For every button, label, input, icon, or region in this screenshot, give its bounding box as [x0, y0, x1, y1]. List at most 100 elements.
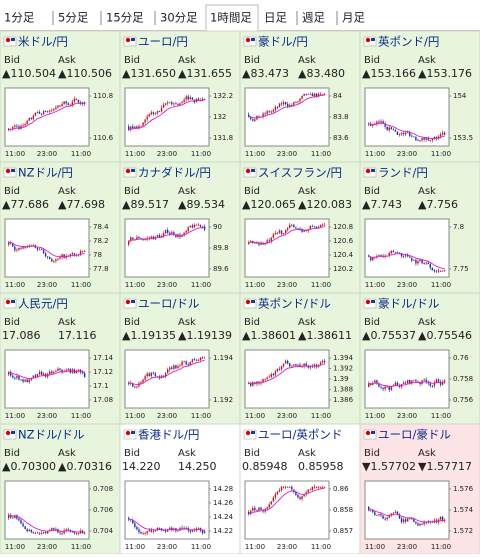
- rate-tile[interactable]: 人民元/円 Bid Ask 17.086 17.116 17.14 17.12 17.1 17.…: [0, 292, 121, 425]
- bid-label: Bid: [244, 186, 260, 197]
- candle: [386, 386, 388, 388]
- y-tick-label: 1.576: [453, 485, 474, 493]
- rate-tile[interactable]: 香港ドル/円 Bid Ask 14.220 14.250 14.28 14.26 14.24 1…: [119, 423, 241, 555]
- candle: [368, 383, 370, 387]
- pair-name[interactable]: 英ポンド/円: [378, 35, 439, 49]
- candle: [398, 385, 401, 388]
- tab[interactable]: 30分足: [160, 11, 198, 25]
- x-tick-label: 11:00: [365, 281, 385, 289]
- flag-mark: [11, 38, 15, 41]
- rate-tile[interactable]: ユーロ/豪ドル Bid Ask▼1.57702 ▼1.57717 1.576 1.574 1…: [359, 423, 480, 555]
- candle: [274, 232, 277, 235]
- candle: [272, 234, 275, 238]
- pair-name[interactable]: ユーロ/英ポンド: [258, 428, 342, 442]
- pair-name[interactable]: 人民元/円: [18, 297, 68, 311]
- candle: [134, 523, 136, 528]
- candle: [297, 364, 299, 366]
- flag-mark: [125, 168, 131, 174]
- pair-name[interactable]: NZドル/ドル: [18, 428, 84, 442]
- candle: [177, 366, 179, 369]
- flag-mark: [131, 38, 135, 41]
- candle: [203, 357, 206, 359]
- candle: [51, 528, 53, 531]
- candle: [390, 386, 392, 390]
- pair-name[interactable]: 米ドル/円: [18, 35, 68, 49]
- pair-name[interactable]: カナダドル/円: [138, 166, 211, 180]
- tab[interactable]: 月足: [342, 11, 365, 25]
- moving-average: [8, 370, 85, 380]
- tab[interactable]: 15分足: [106, 11, 144, 25]
- flag: [123, 167, 137, 178]
- x-tick-label: 23:00: [157, 543, 177, 551]
- candle: [435, 270, 438, 272]
- rate-tile[interactable]: NZドル/ドル Bid Ask▲0.70300 ▲0.70316 0.708 0.706 0…: [0, 423, 121, 555]
- tab[interactable]: 週足: [302, 11, 325, 25]
- rate-tile[interactable]: スイスフラン/円 Bid Ask▲120.065 ▲120.083 120.8 120.6…: [239, 161, 361, 294]
- candle: [305, 363, 307, 366]
- flag-mark: [245, 168, 251, 174]
- candle: [65, 101, 67, 104]
- mini-chart: [364, 87, 450, 147]
- tab[interactable]: 1分足: [4, 11, 35, 25]
- candle: [158, 527, 161, 529]
- tab[interactable]: 日足: [264, 11, 287, 25]
- candle: [282, 363, 285, 367]
- rate-tile[interactable]: ユーロ/円 Bid Ask▲131.650 ▲131.655 132.2 132 131.8…: [119, 30, 241, 163]
- x-tick-label: 11:00: [245, 150, 265, 158]
- candle: [167, 102, 169, 104]
- candle: [431, 385, 434, 387]
- pair-name[interactable]: 豪ドル/円: [258, 35, 308, 49]
- pair-name[interactable]: スイスフラン/円: [258, 166, 342, 180]
- rate-tile[interactable]: 豪ドル/ドル Bid Ask▲0.75537 ▲0.75546 0.76 0.758 0.7…: [359, 292, 480, 425]
- moving-average: [248, 487, 325, 515]
- candle: [441, 270, 444, 272]
- flag-mark: [11, 300, 15, 303]
- candle: [274, 494, 277, 498]
- candle: [128, 126, 130, 130]
- y-tick-label: 120.2: [333, 265, 353, 273]
- candle: [73, 253, 76, 255]
- candle: [59, 257, 61, 259]
- pair-name[interactable]: 香港ドル/円: [138, 428, 199, 442]
- pair-name[interactable]: ユーロ/ドル: [138, 297, 199, 311]
- flag-mark: [371, 431, 375, 434]
- candle: [83, 102, 86, 104]
- candle: [203, 98, 206, 100]
- ask-label: Ask: [298, 448, 316, 459]
- x-tick-label: 11:00: [191, 543, 211, 551]
- y-tick-label: 17.08: [93, 396, 113, 404]
- tab[interactable]: 5分足: [58, 11, 89, 25]
- candle: [73, 98, 76, 102]
- rate-tile[interactable]: NZドル/円 Bid Ask ▲77.686 ▲77.698 78.4 78.2 78 77.8…: [0, 161, 121, 294]
- tab[interactable]: 1時間足: [210, 11, 252, 25]
- pair-name[interactable]: ランド/円: [378, 166, 428, 180]
- y-tick-label: 7.75: [453, 265, 469, 273]
- y-tick-label: 110.6: [93, 134, 114, 142]
- candle: [372, 257, 374, 261]
- pair-name[interactable]: NZドル/円: [18, 166, 73, 180]
- pair-name[interactable]: 豪ドル/ドル: [378, 297, 439, 311]
- rate-tile[interactable]: ユーロ/英ポンド Bid Ask 0.85948 0.85958 0.86 0.858 0.8…: [239, 423, 361, 555]
- pair-name[interactable]: ユーロ/円: [138, 35, 188, 49]
- candle: [36, 374, 39, 377]
- candle: [183, 99, 185, 102]
- candle: [185, 230, 187, 233]
- candle: [390, 251, 392, 253]
- candle: [250, 240, 252, 243]
- pair-name[interactable]: 英ポンド/ドル: [258, 297, 331, 311]
- candle: [134, 126, 136, 129]
- bid-value: ▲7.743: [362, 198, 402, 211]
- candle: [164, 373, 167, 376]
- candle: [272, 374, 275, 375]
- y-tick-label: 110.8: [93, 92, 113, 100]
- candle: [38, 111, 41, 114]
- y-tick-label: 1.192: [213, 396, 233, 404]
- rate-tile[interactable]: 英ポンド/ドル Bid Ask▲1.38601 ▲1.38611 1.394 1.392 1…: [239, 292, 361, 425]
- pair-name[interactable]: ユーロ/豪ドル: [378, 428, 451, 442]
